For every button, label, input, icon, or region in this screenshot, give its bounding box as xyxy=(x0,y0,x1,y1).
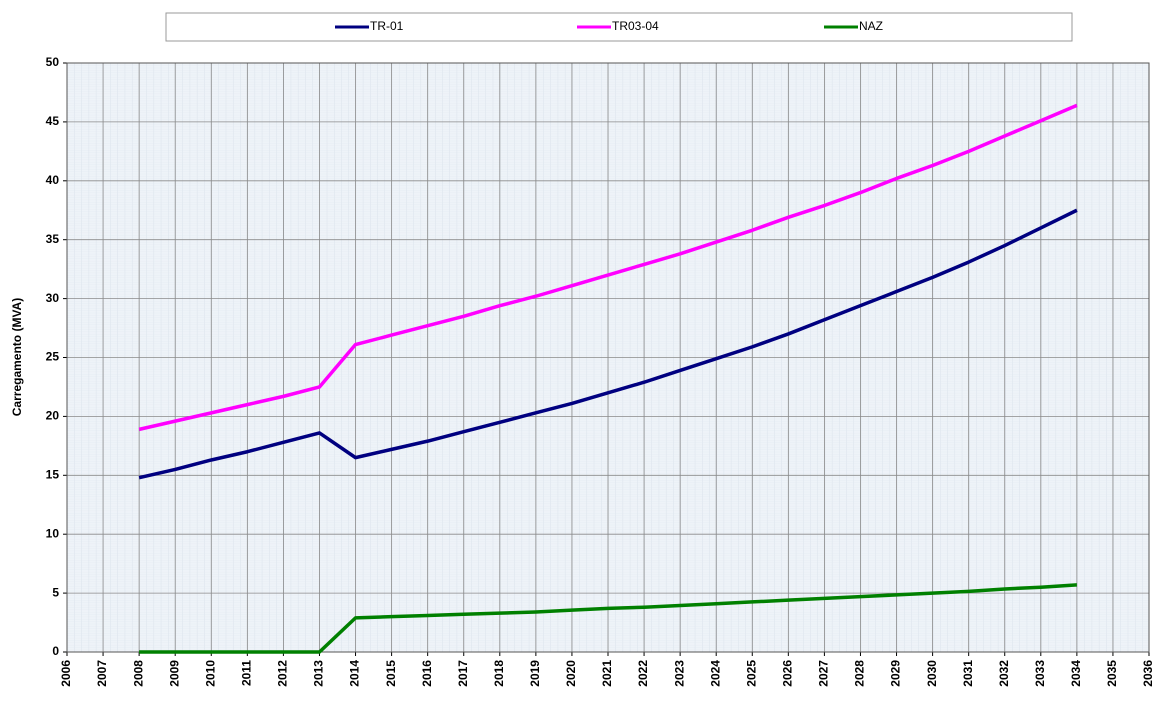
x-tick-label: 2036 xyxy=(1141,660,1155,687)
legend-label: TR-01 xyxy=(370,19,404,33)
x-tick-label: 2010 xyxy=(203,660,217,687)
x-tick-label: 2016 xyxy=(420,660,434,687)
x-tick-label: 2021 xyxy=(600,660,614,687)
series-line xyxy=(138,208,1078,480)
x-tick-label: 2033 xyxy=(1033,660,1047,687)
x-tick-label: 2019 xyxy=(528,660,542,687)
x-tick-label: 2018 xyxy=(492,660,506,687)
plot-border xyxy=(66,62,1150,653)
x-tick-label: 2009 xyxy=(167,660,181,687)
x-tick-label: 2008 xyxy=(131,660,145,687)
x-tick-label: 2031 xyxy=(961,660,975,687)
x-tick-label: 2025 xyxy=(744,660,758,687)
x-tick-label: 2024 xyxy=(708,660,722,687)
x-tick-label: 2014 xyxy=(348,660,362,687)
x-tick-label: 2027 xyxy=(817,660,831,687)
x-tick-label: 2026 xyxy=(781,660,795,687)
y-tick-label: 25 xyxy=(46,350,60,364)
x-tick-label: 2007 xyxy=(95,660,109,687)
x-tick-label: 2022 xyxy=(636,660,650,687)
legend-label: NAZ xyxy=(859,19,883,33)
x-tick-label: 2030 xyxy=(925,660,939,687)
x-tick-label: 2028 xyxy=(853,660,867,687)
x-tick-label: 2035 xyxy=(1105,660,1119,687)
legend-label: TR03-04 xyxy=(612,19,659,33)
legend-box xyxy=(165,12,1073,42)
x-tick-label: 2011 xyxy=(240,660,254,686)
y-tick-label: 0 xyxy=(52,644,59,658)
x-tick-label: 2006 xyxy=(59,660,73,687)
x-tick-label: 2020 xyxy=(564,660,578,687)
y-tick-label: 45 xyxy=(46,114,60,128)
y-tick-label: 50 xyxy=(46,55,60,69)
x-tick-label: 2032 xyxy=(997,660,1011,687)
series-line xyxy=(138,103,1078,432)
y-tick-label: 30 xyxy=(46,291,60,305)
y-tick-label: 20 xyxy=(46,409,60,423)
x-tick-label: 2017 xyxy=(456,660,470,687)
x-tick-label: 2034 xyxy=(1069,660,1083,687)
y-axis-label: Carregamento (MVA) xyxy=(10,298,24,416)
x-tick-label: 2012 xyxy=(276,660,290,687)
y-tick-label: 10 xyxy=(46,526,60,540)
x-tick-label: 2015 xyxy=(384,660,398,687)
x-tick-label: 2013 xyxy=(312,660,326,687)
x-tick-label: 2023 xyxy=(672,660,686,687)
y-tick-label: 5 xyxy=(52,585,59,599)
y-tick-label: 15 xyxy=(46,467,60,481)
y-tick-label: 40 xyxy=(46,173,60,187)
x-tick-label: 2029 xyxy=(889,660,903,687)
series-line xyxy=(139,583,1077,654)
y-tick-label: 35 xyxy=(46,232,60,246)
